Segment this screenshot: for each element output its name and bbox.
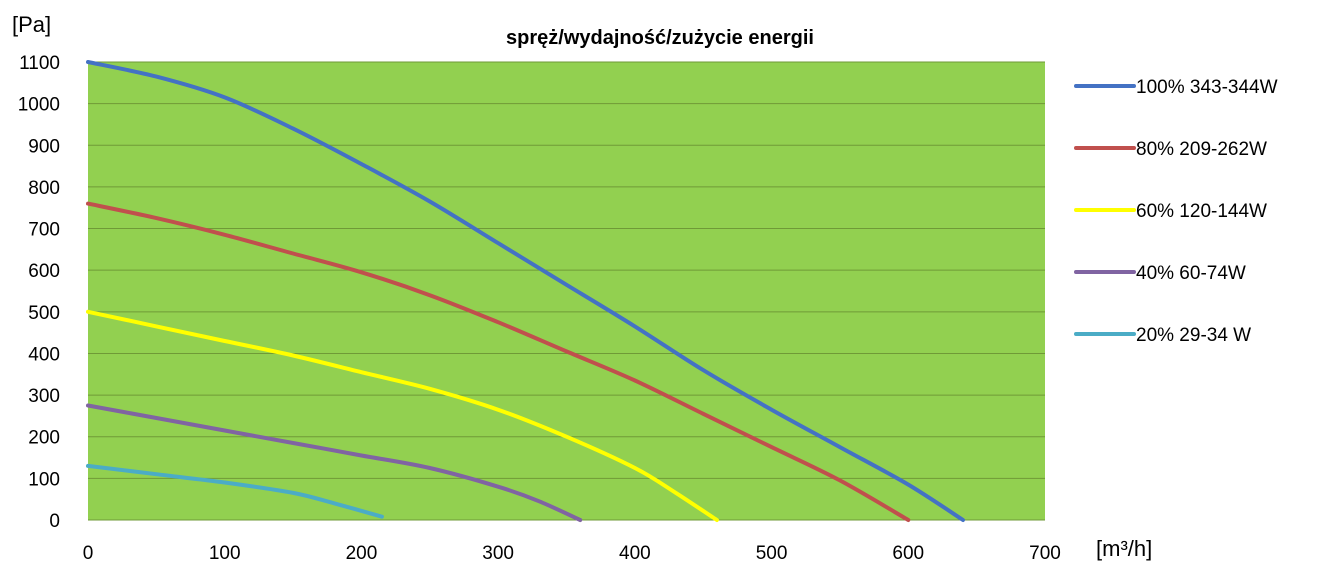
y-axis-unit: [Pa]: [12, 12, 51, 37]
series-lines: [86, 60, 965, 522]
y-tick-label: 400: [28, 344, 60, 365]
y-tick-labels: 0 100 200 300 400 500 600 700 800 900 1000 1100: [18, 53, 60, 532]
series-line-1: [86, 60, 965, 522]
y-tick-label: 600: [28, 261, 60, 282]
x-tick-labels: 0 100 200 300 400 500 600 700: [83, 543, 1061, 564]
x-tick-label: 0: [83, 543, 94, 564]
y-tick-label: 300: [28, 386, 60, 407]
y-tick-label: 1100: [19, 53, 60, 74]
y-tick-label: 800: [28, 178, 60, 199]
y-tick-label: 900: [28, 136, 60, 157]
x-tick-label: 700: [1029, 543, 1061, 564]
y-tick-label: 0: [49, 511, 60, 532]
series-line-4: [86, 403, 583, 522]
legend-label: 60% 120-144W: [1136, 201, 1267, 222]
series-line-3: [86, 309, 719, 522]
y-tick-label: 500: [28, 303, 60, 324]
x-tick-label: 600: [892, 543, 924, 564]
legend-label: 100% 343-344W: [1136, 77, 1278, 98]
y-tick-label: 200: [28, 428, 60, 449]
x-tick-label: 100: [209, 543, 241, 564]
y-tick-label: 100: [28, 469, 60, 490]
legend-label: 40% 60-74W: [1136, 263, 1246, 284]
chart-title: spręż/wydajność/zużycie energii: [506, 27, 814, 49]
y-tick-label: 700: [28, 220, 60, 241]
plot-area: [88, 62, 1045, 520]
x-tick-label: 400: [619, 543, 651, 564]
legend: 100% 343-344W 80% 209-262W 60% 120-144W 40%…: [1074, 77, 1278, 346]
legend-label: 20% 29-34 W: [1136, 325, 1251, 346]
x-tick-label: 300: [482, 543, 514, 564]
x-tick-label: 200: [346, 543, 378, 564]
x-tick-label: 500: [756, 543, 788, 564]
y-tick-label: 1000: [18, 95, 60, 116]
legend-label: 80% 209-262W: [1136, 139, 1267, 160]
series-line-2: [86, 201, 911, 522]
x-axis-unit: [m³/h]: [1096, 536, 1152, 561]
series-line-5: [86, 463, 384, 519]
